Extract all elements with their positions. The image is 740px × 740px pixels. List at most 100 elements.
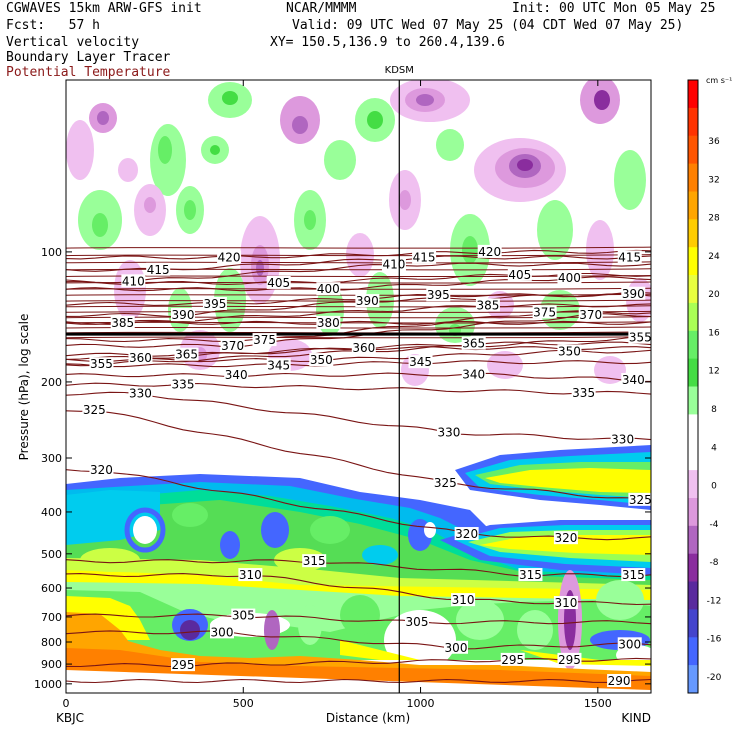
theta-contour-290	[66, 678, 651, 684]
theta-label-bg	[477, 244, 502, 258]
theta-contour-385	[66, 303, 651, 325]
theta-label-bg	[461, 336, 486, 350]
theta-label-bg	[146, 262, 171, 276]
theta-label: 340	[225, 368, 248, 382]
theta-label-bg	[617, 250, 642, 264]
y-tick-label: 100	[41, 246, 62, 259]
y-axis-label: Pressure (hPa), log scale	[17, 314, 31, 461]
theta-label-bg	[128, 386, 153, 400]
theta-label: 395	[203, 297, 226, 311]
colorbar-tick-label: 24	[708, 252, 720, 262]
theta-contour-305	[66, 613, 651, 625]
theta-label: 315	[519, 568, 542, 582]
theta-contour-upper	[66, 246, 651, 249]
theta-label: 295	[501, 653, 524, 667]
colorbar-swatch	[688, 275, 698, 304]
theta-label-bg	[433, 476, 458, 490]
organization: NCAR/MMMM	[286, 1, 357, 16]
x-tick-label: 500	[233, 697, 254, 710]
theta-label-bg	[621, 568, 646, 582]
theta-label: 385	[111, 316, 134, 330]
theta-label-bg	[571, 385, 596, 399]
theta-contour-325	[66, 410, 651, 500]
theta-label-bg	[408, 355, 433, 369]
theta-label: 405	[508, 268, 531, 282]
theta-label-bg	[128, 350, 153, 364]
theta-label: 325	[629, 493, 652, 507]
theta-contour-340	[66, 372, 651, 382]
x-tick-label: 1500	[584, 697, 612, 710]
theta-label-bg	[553, 531, 578, 545]
theta-label: 360	[129, 351, 152, 365]
colorbar-tick-label: 8	[711, 405, 717, 415]
colorbar-swatch	[688, 358, 698, 387]
theta-label: 315	[622, 568, 645, 582]
colorbar-swatch	[688, 330, 698, 360]
theta-label: 330	[129, 387, 152, 401]
colorbar-frame	[687, 79, 699, 694]
theta-label: 340	[462, 367, 485, 381]
theta-label-bg	[444, 640, 468, 654]
colorbar-swatch	[688, 609, 698, 638]
y-tick-label: 700	[41, 611, 62, 624]
field-vertical-velocity: Vertical velocity	[6, 35, 140, 50]
theta-label-bg	[451, 593, 476, 607]
theta-label-bg	[121, 274, 146, 288]
theta-label: 390	[356, 294, 379, 308]
theta-contour-300	[66, 630, 651, 650]
plot-frame	[65, 79, 652, 694]
theta-label-bg	[426, 288, 451, 302]
theta-label: 305	[406, 615, 429, 629]
theta-label-bg	[171, 658, 195, 672]
theta-label: 350	[558, 344, 581, 358]
station-label: KDSM	[385, 65, 414, 76]
theta-contour-380	[66, 320, 651, 325]
theta-label: 315	[303, 554, 326, 568]
theta-label: 295	[172, 658, 195, 672]
theta-label: 305	[232, 609, 255, 623]
theta-label-bg	[557, 344, 582, 358]
theta-label: 385	[476, 298, 499, 312]
theta-label: 320	[455, 527, 478, 541]
field-boundary-layer-tracer: Boundary Layer Tracer	[6, 50, 171, 65]
theta-label: 360	[352, 341, 375, 355]
theta-label-bg	[171, 377, 195, 391]
theta-label-bg	[217, 250, 242, 264]
theta-label-bg	[202, 296, 227, 310]
theta-label: 345	[409, 355, 432, 369]
colorbar-swatch	[688, 414, 698, 443]
y-tick-label: 300	[41, 452, 62, 465]
theta-label: 390	[172, 308, 195, 322]
theta-label-bg	[412, 250, 437, 264]
colorbar-tick-label: -16	[707, 635, 722, 645]
colorbar-tick-label: -4	[710, 520, 719, 530]
theta-label-bg	[220, 338, 245, 352]
theta-contour-410	[66, 262, 651, 284]
colorbar-swatch	[688, 637, 698, 666]
theta-label-bg	[355, 294, 380, 308]
theta-contour-upper	[66, 268, 651, 271]
theta-contour-295	[66, 657, 651, 668]
theta-label-bg	[316, 315, 341, 329]
y-tick-label: 800	[41, 636, 62, 649]
theta-label: 400	[558, 271, 581, 285]
colorbar-swatch	[688, 470, 698, 499]
x-tick-label: 0	[63, 697, 70, 710]
theta-label: 295	[558, 653, 581, 667]
theta-label: 325	[83, 403, 106, 417]
theta-label-bg	[461, 367, 486, 381]
theta-contour-335	[66, 382, 651, 395]
theta-label: 310	[452, 593, 475, 607]
theta-label: 395	[427, 288, 450, 302]
y-tick-label: 600	[41, 582, 62, 595]
x-axis-label: Distance (km)	[326, 711, 410, 725]
theta-label-bg	[507, 267, 532, 281]
colorbar-swatch	[688, 107, 698, 137]
theta-contour-420	[66, 249, 651, 260]
forecast-hour: Fcst: 57 h	[6, 18, 100, 33]
theta-label: 400	[317, 282, 340, 296]
colorbar-swatch	[688, 498, 698, 527]
x-axis: 0 500 1000 1500	[63, 80, 612, 710]
theta-label: 410	[122, 274, 145, 288]
